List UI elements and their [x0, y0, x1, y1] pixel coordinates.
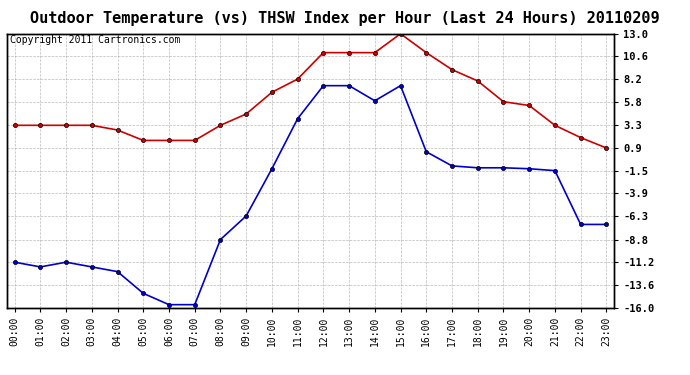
Text: Outdoor Temperature (vs) THSW Index per Hour (Last 24 Hours) 20110209: Outdoor Temperature (vs) THSW Index per … — [30, 11, 660, 26]
Text: Copyright 2011 Cartronics.com: Copyright 2011 Cartronics.com — [10, 35, 180, 45]
